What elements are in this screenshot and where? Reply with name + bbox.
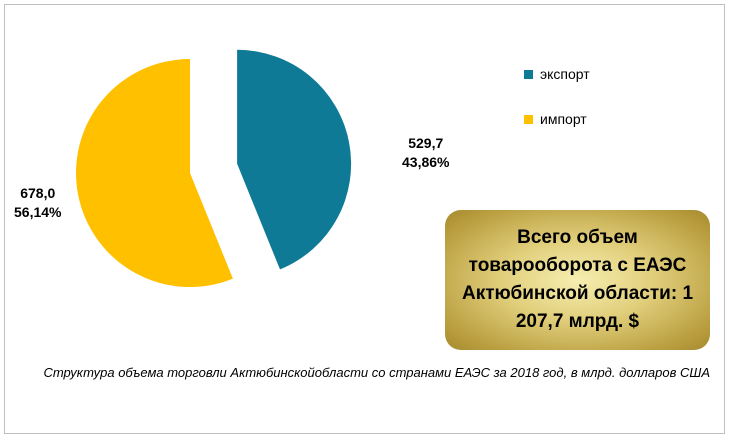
value-label-export: 529,7 <box>408 135 444 151</box>
pie-slice-export <box>237 49 352 270</box>
total-volume-text: Всего объем товарооборота с ЕАЭС Актюбин… <box>461 227 694 332</box>
legend-label-export: экспорт <box>540 66 590 82</box>
data-label-export: 529,7 43,86% <box>402 134 449 172</box>
percent-label-export: 43,86% <box>402 154 450 170</box>
value-label-import: 678,0 <box>20 185 56 201</box>
chart-caption: Структура объема торговли Актюбинскойобл… <box>43 365 710 380</box>
legend-swatch-export <box>524 69 533 79</box>
total-volume-box: Всего объем товарооборота с ЕАЭС Актюбин… <box>445 210 710 350</box>
percent-label-import: 56,14% <box>14 204 62 220</box>
legend-label-import: импорт <box>540 111 587 127</box>
data-label-import: 678,0 56,14% <box>14 184 61 222</box>
legend-item-export: экспорт <box>524 66 590 82</box>
legend-item-import: импорт <box>524 111 587 127</box>
legend-swatch-import <box>524 114 533 124</box>
pie-slice-import <box>76 59 233 287</box>
